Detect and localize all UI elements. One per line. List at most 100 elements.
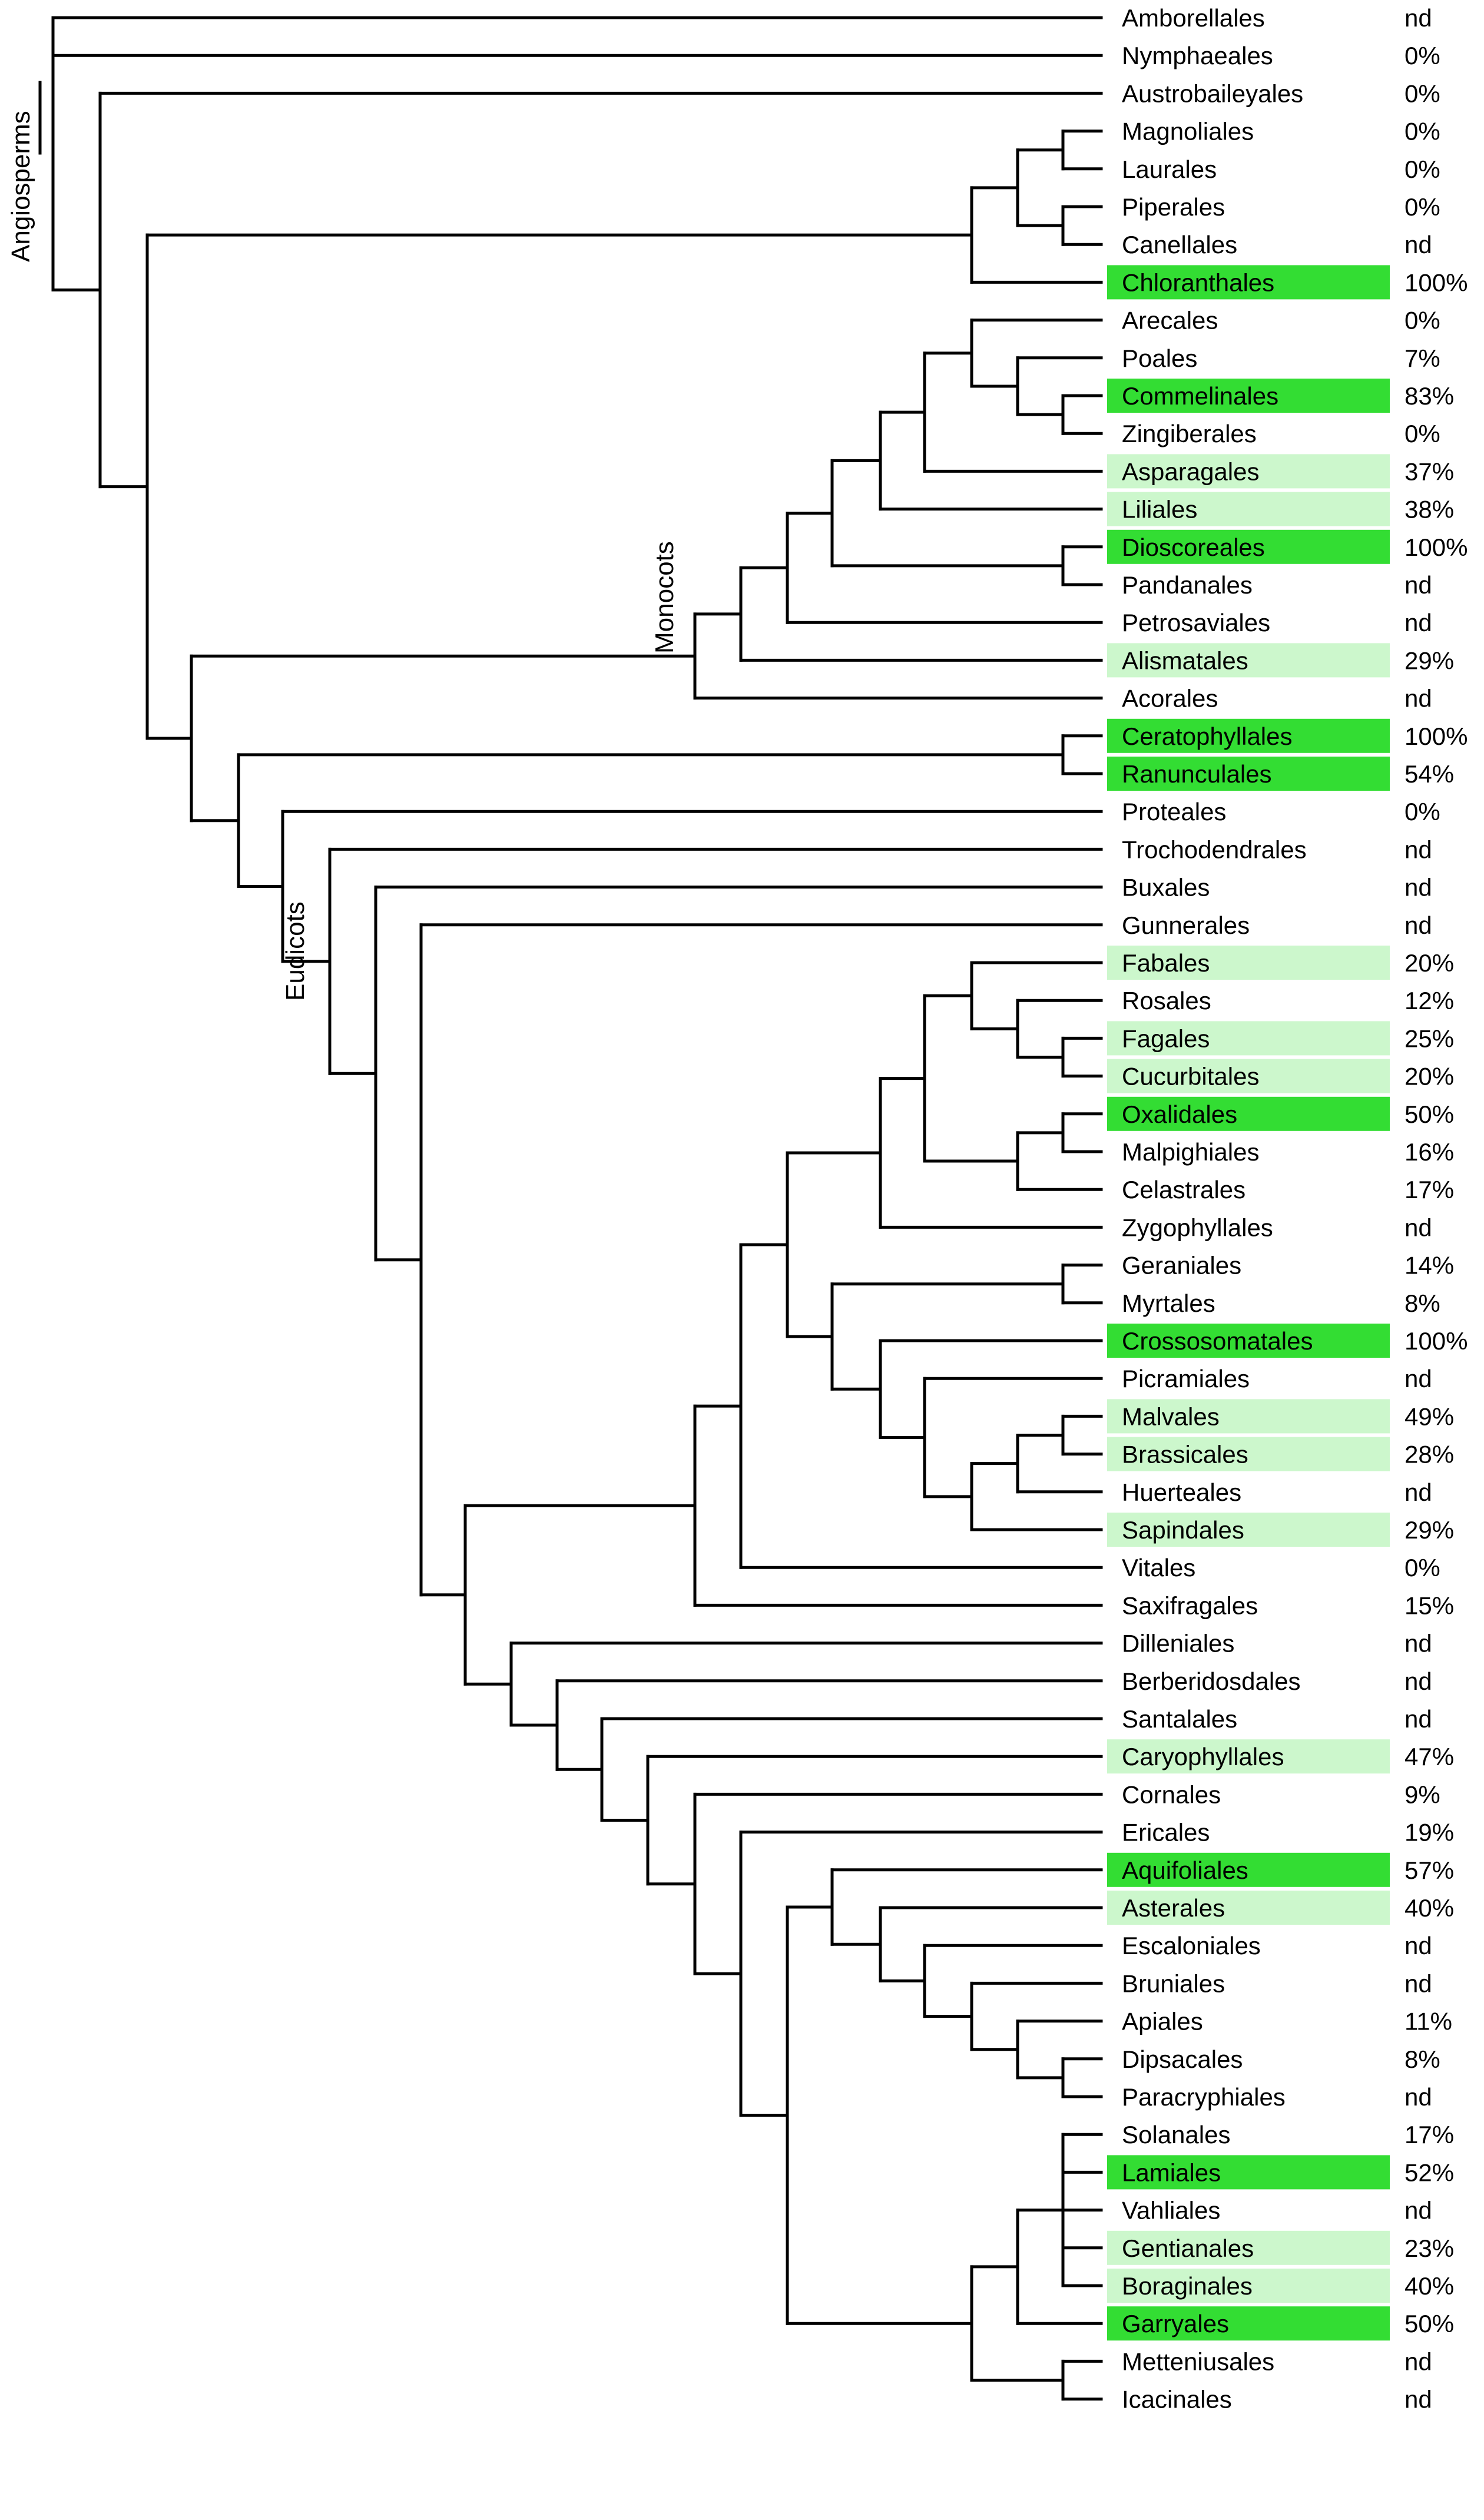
- highlight-bar-cucurbitales: [1107, 1059, 1390, 1093]
- order-name-laurales: Laurales: [1122, 155, 1217, 183]
- order-value-cornales: 9%: [1404, 1780, 1440, 1808]
- highlight-bar-ceratophyllales: [1107, 718, 1390, 753]
- highlight-bar-ranunculales: [1107, 757, 1390, 791]
- order-value-icacinales: nd: [1404, 2386, 1432, 2413]
- highlight-bar-dioscoreales: [1107, 529, 1390, 564]
- highlight-bar-malvales: [1107, 1399, 1390, 1434]
- order-value-ceratophyllales: 100%: [1404, 722, 1468, 750]
- order-name-trochodendrales: Trochodendrales: [1122, 835, 1307, 863]
- order-value-fabales: 20%: [1404, 949, 1454, 977]
- order-name-fagales: Fagales: [1122, 1024, 1210, 1052]
- order-value-dioscoreales: 100%: [1404, 533, 1468, 561]
- order-name-picramiales: Picramiales: [1122, 1365, 1250, 1392]
- order-name-acorales: Acorales: [1122, 685, 1218, 712]
- order-name-dipsacales: Dipsacales: [1122, 2045, 1243, 2073]
- order-value-myrtales: 8%: [1404, 1289, 1440, 1317]
- order-value-austrobaileyales: 0%: [1404, 79, 1440, 107]
- order-value-laurales: 0%: [1404, 155, 1440, 183]
- order-name-ceratophyllales: Ceratophyllales: [1122, 722, 1293, 750]
- clade-label-angiosperms: Angiosperms: [6, 111, 35, 262]
- highlight-bar-alismatales: [1107, 643, 1390, 678]
- order-name-myrtales: Myrtales: [1122, 1289, 1215, 1317]
- order-name-santalales: Santalales: [1122, 1705, 1237, 1733]
- order-value-zygophyllales: nd: [1404, 1213, 1432, 1241]
- clade-label-monocots: Monocots: [650, 541, 679, 654]
- highlight-bar-oxalidales: [1107, 1096, 1390, 1131]
- order-name-proteales: Proteales: [1122, 798, 1226, 825]
- order-value-arecales: 0%: [1404, 307, 1440, 334]
- order-value-huerteales: nd: [1404, 1478, 1432, 1506]
- order-name-austrobaileyales: Austrobaileyales: [1122, 79, 1303, 107]
- order-name-liliales: Liliales: [1122, 496, 1197, 523]
- order-value-commelinales: 83%: [1404, 382, 1454, 410]
- order-name-icacinales: Icacinales: [1122, 2386, 1232, 2413]
- order-name-berberidopsidales: Berberidosdales: [1122, 1667, 1301, 1695]
- highlight-bars: [1107, 265, 1390, 2341]
- order-name-ericales: Ericales: [1122, 1819, 1210, 1846]
- order-name-huerteales: Huerteales: [1122, 1478, 1241, 1506]
- order-value-liliales: 38%: [1404, 496, 1454, 523]
- order-value-berberidopsidales: nd: [1404, 1667, 1432, 1695]
- order-value-acorales: nd: [1404, 685, 1432, 712]
- order-name-oxalidales: Oxalidales: [1122, 1100, 1237, 1128]
- order-value-gunnerales: nd: [1404, 911, 1432, 939]
- order-name-saxifragales: Saxifragales: [1122, 1591, 1258, 1619]
- order-name-fabales: Fabales: [1122, 949, 1210, 977]
- order-value-nymphaeales: 0%: [1404, 42, 1440, 69]
- order-value-caryophyllales: 47%: [1404, 1743, 1454, 1770]
- highlight-bar-boraginales: [1107, 2269, 1390, 2303]
- order-value-vitales: 0%: [1404, 1554, 1440, 1581]
- order-name-petrosaviales: Petrosaviales: [1122, 609, 1270, 636]
- order-name-vitales: Vitales: [1122, 1554, 1195, 1581]
- order-value-boraginales: 40%: [1404, 2272, 1454, 2300]
- highlight-bar-asterales: [1107, 1891, 1390, 1925]
- highlight-bar-brassicales: [1107, 1437, 1390, 1471]
- order-value-trochodendrales: nd: [1404, 835, 1432, 863]
- clade-label-eudicots: Eudicots: [281, 901, 310, 1001]
- order-value-zingiberales: 0%: [1404, 420, 1440, 447]
- order-name-nymphaeales: Nymphaeales: [1122, 42, 1273, 69]
- order-value-asterales: 40%: [1404, 1894, 1454, 1922]
- order-value-petrosaviales: nd: [1404, 609, 1432, 636]
- clade-labels: Angiosperms Monocots Eudicots: [6, 111, 679, 1001]
- order-name-rosales: Rosales: [1122, 987, 1211, 1014]
- order-value-rosales: 12%: [1404, 987, 1454, 1014]
- order-name-boraginales: Boraginales: [1122, 2272, 1253, 2300]
- order-value-picramiales: nd: [1404, 1365, 1432, 1392]
- highlight-bar-caryophyllales: [1107, 1739, 1390, 1774]
- order-value-aquifoliales: 57%: [1404, 1856, 1454, 1884]
- order-name-alismatales: Alismatales: [1122, 646, 1248, 674]
- order-name-chloranthales: Chloranthales: [1122, 268, 1274, 296]
- order-value-buxales: nd: [1404, 874, 1432, 901]
- order-name-zygophyllales: Zygophyllales: [1122, 1213, 1273, 1241]
- order-name-geraniales: Geraniales: [1122, 1252, 1241, 1279]
- order-value-dilleniales: nd: [1404, 1630, 1432, 1657]
- order-value-chloranthales: 100%: [1404, 268, 1468, 296]
- order-value-brassicales: 28%: [1404, 1441, 1454, 1468]
- order-value-vahliales: nd: [1404, 2197, 1432, 2224]
- order-name-pandanales: Pandanales: [1122, 571, 1253, 599]
- order-value-sapindales: 29%: [1404, 1516, 1454, 1544]
- order-labels: Amborellales nd Nymphaeales 0% Austrobaileya…: [1122, 4, 1468, 2413]
- order-value-proteales: 0%: [1404, 798, 1440, 825]
- highlight-bar-liliales: [1107, 492, 1390, 526]
- order-name-canellales: Canellales: [1122, 231, 1237, 258]
- highlight-bar-commelinales: [1107, 379, 1390, 413]
- order-value-dipsacales: 8%: [1404, 2045, 1440, 2073]
- order-value-malpighiales: 16%: [1404, 1138, 1454, 1166]
- order-value-oxalidales: 50%: [1404, 1100, 1454, 1128]
- highlight-bar-fabales: [1107, 946, 1390, 980]
- order-name-escalloniales: Escaloniales: [1122, 1932, 1261, 1959]
- order-value-poales: 7%: [1404, 344, 1440, 372]
- highlight-bar-crossosomatales: [1107, 1324, 1390, 1358]
- order-name-lamiales: Lamiales: [1122, 2158, 1221, 2186]
- order-name-malpighiales: Malpighiales: [1122, 1138, 1259, 1166]
- highlight-bar-fagales: [1107, 1021, 1390, 1056]
- order-name-bruniales: Bruniales: [1122, 1969, 1225, 1997]
- order-value-apiales: 11%: [1404, 2008, 1452, 2035]
- order-name-commelinales: Commelinales: [1122, 382, 1278, 410]
- order-value-gentianales: 23%: [1404, 2234, 1454, 2262]
- order-value-cucurbitales: 20%: [1404, 1063, 1454, 1090]
- order-value-santalales: nd: [1404, 1705, 1432, 1733]
